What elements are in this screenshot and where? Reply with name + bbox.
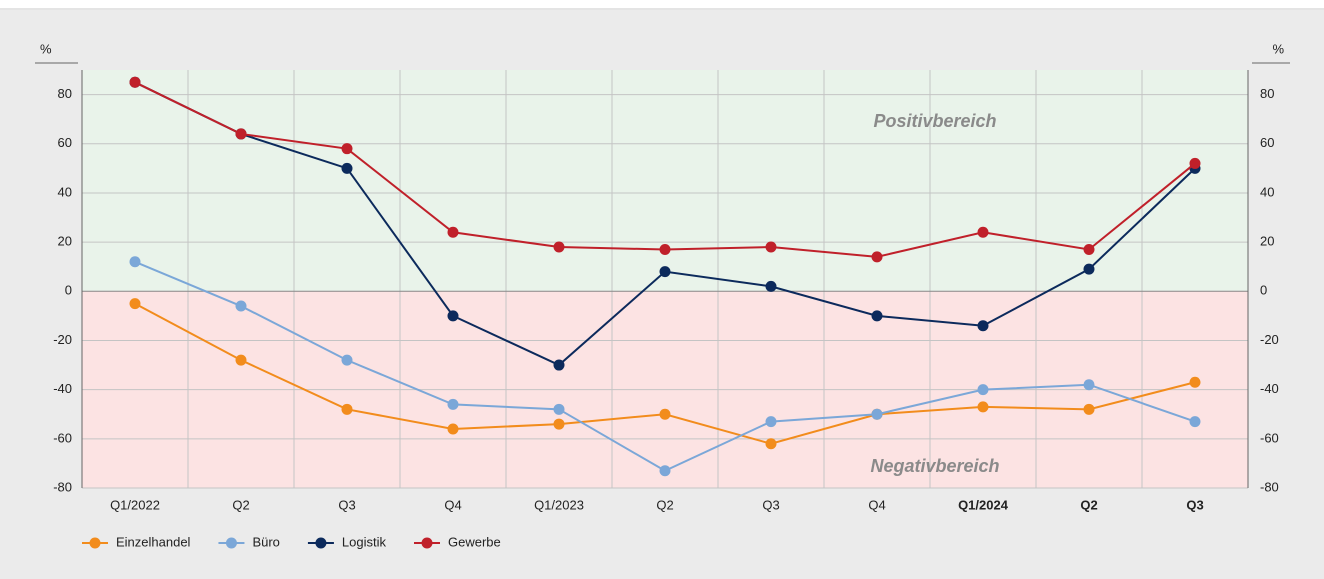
x-tick-label: Q2	[656, 497, 673, 512]
data-point	[1189, 376, 1201, 388]
y2-tick-label: 0	[1260, 283, 1267, 298]
legend-marker	[89, 537, 101, 549]
y-tick-label: 60	[58, 135, 72, 150]
legend-label: Logistik	[342, 534, 387, 549]
y2-tick-label: 80	[1260, 86, 1274, 101]
data-point	[659, 243, 671, 255]
data-point	[765, 438, 777, 450]
data-point	[977, 320, 989, 332]
y-tick-label: 20	[58, 234, 72, 249]
data-point	[765, 280, 777, 292]
data-point	[447, 398, 459, 410]
data-point	[447, 310, 459, 322]
data-point	[659, 266, 671, 278]
positive-area	[82, 70, 1248, 292]
y-tick-label: -40	[53, 381, 72, 396]
x-tick-label: Q3	[338, 497, 355, 512]
data-point	[977, 401, 989, 413]
y2-tick-label: -60	[1260, 430, 1279, 445]
y-tick-label: -80	[53, 479, 72, 494]
x-tick-label: Q2	[1080, 497, 1097, 512]
legend-marker	[421, 537, 433, 549]
data-point	[447, 423, 459, 435]
y-tick-label: 0	[65, 283, 72, 298]
x-tick-label: Q2	[232, 497, 249, 512]
data-point	[1083, 379, 1095, 391]
x-tick-label: Q1/2023	[534, 497, 584, 512]
data-point	[1083, 243, 1095, 255]
y-tick-label: -20	[53, 332, 72, 347]
data-point	[659, 465, 671, 477]
data-point	[553, 241, 565, 253]
data-point	[871, 251, 883, 263]
data-point	[553, 403, 565, 415]
data-point	[129, 298, 141, 310]
y2-tick-label: -80	[1260, 479, 1279, 494]
annotation: Positivbereich	[873, 111, 996, 131]
data-point	[871, 310, 883, 322]
data-point	[659, 408, 671, 420]
data-point	[341, 162, 353, 174]
y2-tick-label: -40	[1260, 381, 1279, 396]
data-point	[1083, 403, 1095, 415]
data-point	[977, 384, 989, 396]
y-tick-label: 80	[58, 86, 72, 101]
data-point	[235, 300, 247, 312]
data-point	[1189, 157, 1201, 169]
data-point	[447, 226, 459, 238]
x-tick-label: Q1/2024	[958, 497, 1009, 512]
annotation: Negativbereich	[870, 456, 999, 476]
data-point	[235, 128, 247, 140]
data-point	[235, 354, 247, 366]
x-tick-label: Q3	[1186, 497, 1203, 512]
data-point	[129, 76, 141, 88]
data-point	[341, 354, 353, 366]
y-unit-right: %	[1272, 41, 1284, 56]
data-point	[553, 359, 565, 371]
y-unit-left: %	[40, 41, 52, 56]
legend-label: Gewerbe	[448, 534, 501, 549]
x-tick-label: Q4	[868, 497, 885, 512]
data-point	[553, 418, 565, 430]
legend-label: Büro	[252, 534, 279, 549]
data-point	[1189, 416, 1201, 428]
x-tick-label: Q1/2022	[110, 497, 160, 512]
legend-label: Einzelhandel	[116, 534, 191, 549]
legend-marker	[225, 537, 237, 549]
y2-tick-label: -20	[1260, 332, 1279, 347]
x-tick-label: Q3	[762, 497, 779, 512]
data-point	[341, 143, 353, 155]
y2-tick-label: 40	[1260, 184, 1274, 199]
data-point	[977, 226, 989, 238]
data-point	[765, 241, 777, 253]
data-point	[341, 403, 353, 415]
y2-tick-label: 60	[1260, 135, 1274, 150]
data-point	[129, 256, 141, 268]
legend-marker	[315, 537, 327, 549]
data-point	[1083, 263, 1095, 275]
x-tick-label: Q4	[444, 497, 461, 512]
y-tick-label: 40	[58, 184, 72, 199]
y2-tick-label: 20	[1260, 234, 1274, 249]
y-tick-label: -60	[53, 430, 72, 445]
data-point	[765, 416, 777, 428]
data-point	[871, 408, 883, 420]
